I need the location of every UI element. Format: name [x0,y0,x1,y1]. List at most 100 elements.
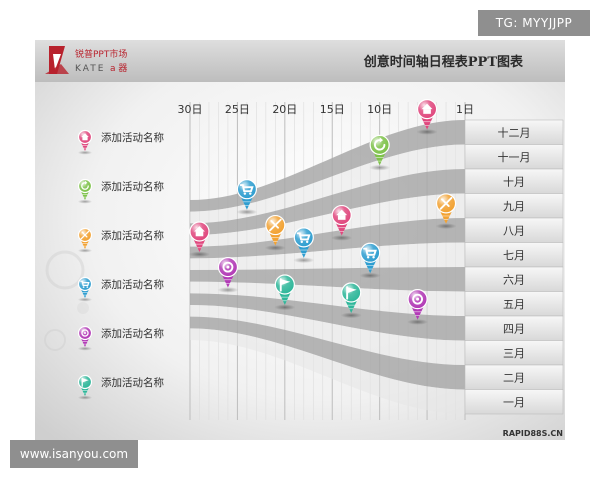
watermark-top: TG: MYYJJPP [478,10,590,36]
timeline-pins [189,98,457,325]
timeline-pin [217,257,239,293]
month-cell [464,217,564,243]
pin-shadow [77,297,93,302]
pin-shadow [77,248,93,253]
pin-shadow [407,319,429,325]
month-label: 三月 [503,347,525,360]
legend-label: 添加活动名称 [101,376,164,389]
flag-icon [346,286,357,300]
timeline-ribbon [190,193,465,247]
cart-icon [239,184,254,195]
home-icon [194,226,205,237]
timeline-pin [236,179,258,215]
pin-tail [344,298,359,313]
legend-label: 添加活动名称 [101,131,164,144]
logo [45,46,69,74]
pin-tail [420,114,434,130]
settings-icon [81,329,89,337]
timeline-pin [340,282,362,319]
pin-shadow [189,251,210,258]
pin-shadow [77,199,93,204]
month-cell [464,315,564,341]
pin-shadow [77,346,93,351]
day-label: 30日 [178,103,203,116]
month-cell [464,119,564,145]
refresh-icon [81,180,89,190]
month-label: 一月 [503,396,525,409]
pin-tail [410,305,425,320]
logo-text-top: 锐普PPT市场 [75,48,127,60]
settings-icon [222,261,234,273]
pin-shadow [435,223,457,229]
legend-pin [77,374,93,400]
airplane-icon [268,218,282,232]
pin-tail [372,150,387,166]
legend-pin [77,276,93,302]
timeline-ribbon [190,267,465,292]
legend-pin [77,178,93,204]
day-label: 10日 [367,103,392,116]
pin-tail [221,273,235,288]
home-icon [81,133,89,141]
home-icon [336,209,348,220]
timeline-ribbons [190,120,465,414]
timeline-pin [416,98,438,135]
pin-shadow [77,150,93,155]
timeline-pin [407,289,429,325]
legend-pin [77,129,93,155]
timeline-pin [331,204,353,241]
cart-icon [296,232,311,244]
month-cell [464,193,564,219]
legend-label: 添加活动名称 [101,180,164,193]
month-label: 十月 [503,174,525,188]
pin-tail [296,243,311,258]
pin-shadow [217,287,239,293]
pin-shadow [293,257,315,264]
timeline-pin [189,221,210,258]
timeline-slide: 锐普PPT市场 KATE a 器 创意时间轴日程表PPT图表 十二月 十一月 十月九… [35,40,565,440]
pin-shadow [77,395,93,400]
month-cell [464,389,564,415]
legend-label: 添加活动名称 [101,327,164,340]
timeline-pin [359,242,381,279]
timeline-ribbon [190,169,465,235]
logo-text-bottom-suffix: a 器 [110,63,127,74]
flag-icon [81,377,89,387]
pin-shadow [274,304,296,311]
watermark-bottom: www.isanyou.com [10,440,138,468]
timeline-pin [435,193,457,229]
month-cell [464,291,564,317]
timeline-ribbon [190,328,465,414]
timeline-ribbon [190,293,465,341]
timeline-pin [293,227,315,264]
pin-tail [277,290,292,305]
pin-shadow [369,164,391,171]
refresh-icon [373,137,386,151]
month-label: 八月 [503,224,525,237]
day-label: 20日 [272,103,297,116]
month-label: 十二月 [498,125,531,139]
airplane-icon [80,230,90,240]
pin-tail [192,237,207,252]
month-label: 六月 [503,273,525,286]
month-cell [464,340,564,366]
home-icon [421,103,433,114]
month-label: 五月 [503,298,525,311]
pin-shadow [331,235,353,241]
timeline-ribbon [190,281,465,316]
settings-icon [412,293,424,305]
cart-icon [363,247,377,259]
month-label: 二月 [503,371,525,384]
pin-shadow [340,312,362,319]
legend-label: 添加活动名称 [101,278,164,291]
pin-shadow [236,209,258,215]
pin-shadow [264,244,286,251]
day-label: 15日 [320,103,345,116]
legend-pin [77,227,93,253]
airplane-icon [439,196,453,210]
timeline-diagram: 锐普PPT市场 KATE a 器 创意时间轴日程表PPT图表 十二月十一月十月九… [35,40,565,440]
legend-pin [77,325,93,351]
timeline-ribbon [190,120,465,212]
